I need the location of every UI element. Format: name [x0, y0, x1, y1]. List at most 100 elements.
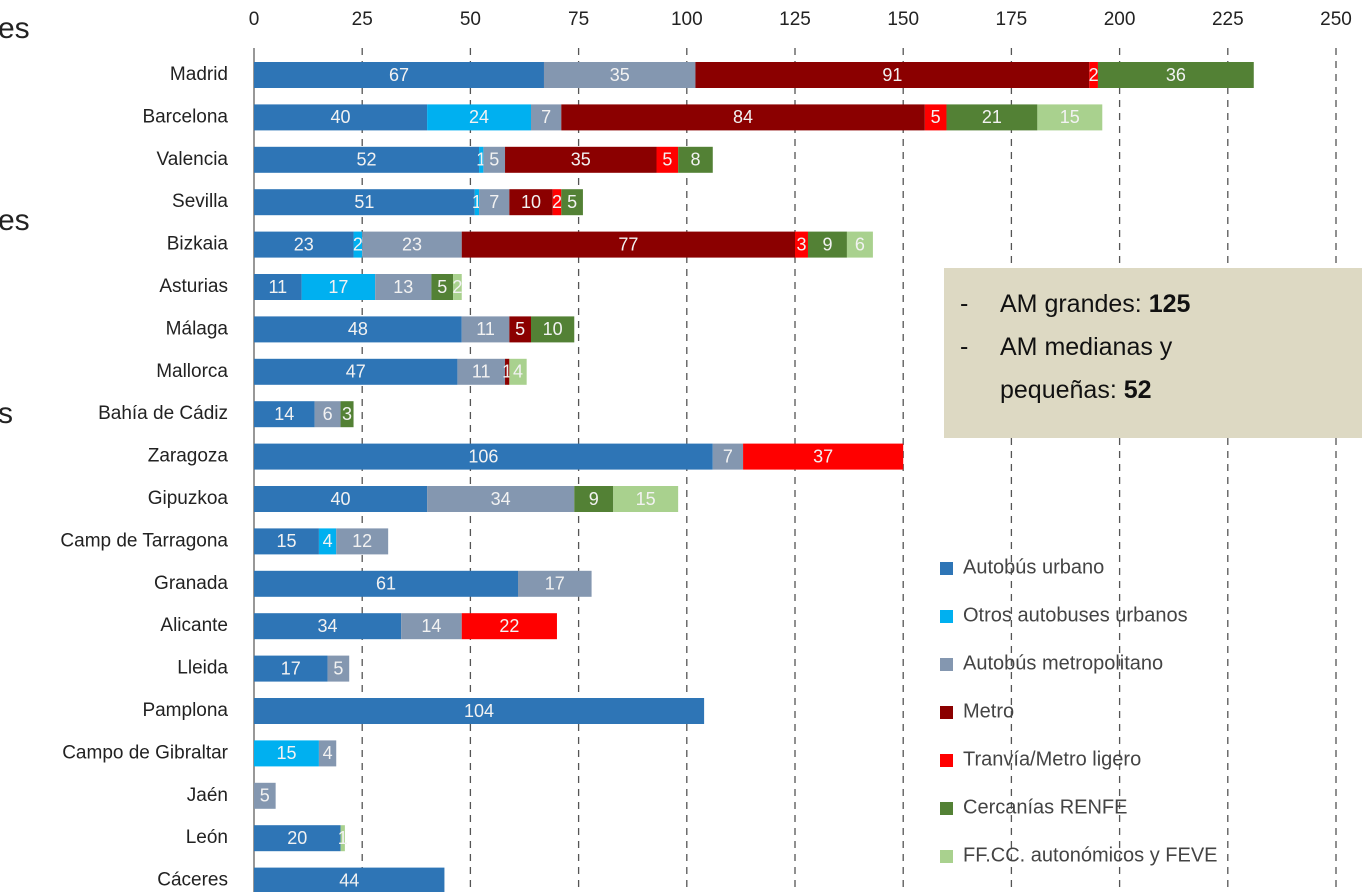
data-label: 13	[393, 277, 413, 297]
data-label: 3	[342, 404, 352, 424]
data-label: 17	[281, 658, 301, 678]
x-tick-label: 250	[1320, 9, 1352, 30]
data-label: 5	[437, 277, 447, 297]
bar-segment	[301, 274, 376, 300]
bar-segment	[530, 316, 575, 343]
data-label: 24	[469, 107, 489, 127]
bar-segment	[561, 189, 583, 216]
x-tick-label: 25	[352, 9, 373, 30]
bar-segment	[340, 401, 354, 428]
bar-segment	[327, 655, 350, 682]
data-label: 7	[723, 446, 733, 466]
data-label: 7	[489, 192, 499, 212]
x-tick-label: 125	[779, 9, 811, 30]
y-tick-label: Valencia	[157, 149, 229, 170]
y-tick-label: Bahía de Cádiz	[98, 403, 228, 424]
data-label: 40	[331, 107, 351, 127]
bar-segment	[807, 231, 847, 258]
data-label: 37	[813, 446, 833, 466]
legend-swatch	[940, 706, 953, 719]
y-tick-label: Mallorca	[156, 361, 228, 382]
legend-swatch	[940, 754, 953, 767]
legend-label: Autobús metropolitano	[963, 652, 1163, 674]
data-label: 5	[333, 658, 343, 678]
x-tick-label: 225	[1212, 9, 1244, 30]
data-label: 5	[567, 192, 577, 212]
data-label: 48	[348, 319, 368, 339]
bar-segment	[340, 825, 345, 852]
bar-segment	[924, 104, 947, 131]
bar-segment	[712, 443, 744, 470]
legend-swatch	[940, 562, 953, 575]
cropped-text: es	[0, 12, 30, 45]
bar-segment	[427, 486, 575, 512]
x-tick-label: 175	[996, 9, 1028, 30]
bar-segment	[254, 316, 462, 343]
bar-segment	[254, 401, 315, 428]
annotation-box	[944, 268, 1362, 438]
bar-segment	[375, 274, 432, 300]
data-label: 91	[882, 65, 902, 85]
data-label: 36	[1166, 65, 1186, 85]
data-label: 4	[513, 362, 523, 382]
data-label: 34	[318, 616, 338, 636]
data-label: 11	[472, 362, 491, 382]
y-tick-label: Sevilla	[172, 191, 228, 212]
bar-segment	[613, 486, 679, 512]
data-label: 14	[274, 404, 294, 424]
data-label: 2	[552, 192, 562, 212]
bar-segment	[552, 189, 562, 216]
bar-segment	[254, 570, 519, 597]
legend-label: Cercanías RENFE	[963, 796, 1128, 818]
data-label: 35	[610, 65, 630, 85]
bar-segment	[254, 358, 458, 385]
legend-swatch	[940, 850, 953, 863]
bar-segment	[254, 274, 302, 300]
y-tick-label: Barcelona	[142, 106, 228, 127]
bar-segment	[254, 486, 428, 512]
annotation-text: AM grandes: 125	[1000, 290, 1191, 318]
bar-segment	[254, 146, 480, 173]
data-label: 22	[499, 616, 519, 636]
data-label: 15	[276, 743, 296, 763]
data-label: 51	[354, 192, 374, 212]
annotation-line: AM medianas y	[1000, 333, 1173, 361]
bar-segment	[846, 231, 873, 258]
bar-segment	[318, 740, 337, 767]
y-tick-label: Lleida	[177, 658, 228, 679]
data-label: 11	[476, 319, 495, 339]
x-tick-label: 200	[1104, 9, 1136, 30]
data-label: 104	[464, 701, 494, 721]
data-label: 2	[452, 277, 462, 297]
bar-segment	[362, 231, 462, 258]
data-label: 1	[338, 828, 348, 848]
bar-segment	[509, 316, 531, 343]
data-label: 7	[541, 107, 551, 127]
data-label: 1	[476, 150, 486, 170]
data-label: 15	[1060, 107, 1080, 127]
bar-segment	[318, 528, 337, 555]
annotation-bullet: -	[960, 290, 968, 318]
bar-segment	[505, 358, 510, 385]
annotation-value: 125	[1149, 290, 1191, 318]
annotation-text: pequeñas: 52	[1000, 376, 1152, 404]
annotation-line: AM grandes:	[1000, 290, 1142, 318]
data-label: 47	[346, 362, 366, 382]
bar-segment	[353, 231, 363, 258]
bar-segment	[254, 698, 705, 724]
bar-segment	[401, 613, 462, 640]
data-label: 106	[468, 446, 498, 466]
bar-segment	[336, 528, 389, 555]
data-label: 8	[690, 150, 700, 170]
data-label: 10	[521, 192, 541, 212]
y-tick-label: Bizkaia	[167, 234, 229, 255]
legend-label: Autobús urbano	[963, 556, 1104, 578]
bar-segment	[461, 231, 795, 258]
bar-segment	[946, 104, 1038, 131]
data-label: 15	[636, 489, 656, 509]
legend-swatch	[940, 802, 953, 815]
data-label: 9	[589, 489, 599, 509]
bar-segment	[461, 316, 510, 343]
bar-segment	[678, 146, 713, 173]
data-label: 40	[331, 489, 351, 509]
